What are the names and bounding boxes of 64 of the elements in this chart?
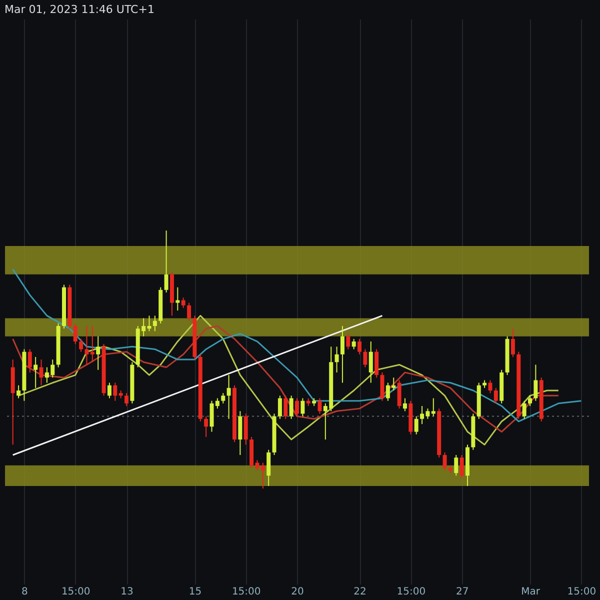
candlestick	[454, 454, 458, 476]
candlestick	[374, 348, 379, 378]
candlestick	[431, 398, 436, 417]
candlestick	[442, 452, 447, 471]
candlestick	[346, 333, 350, 350]
candlestick	[39, 359, 44, 386]
x-tick-label: 20	[291, 586, 304, 598]
candlestick	[380, 372, 384, 402]
candlestick	[300, 398, 305, 417]
x-tick-label: 15	[188, 586, 202, 598]
candlestick	[16, 384, 21, 399]
candlestick	[284, 395, 288, 420]
candlestick	[113, 382, 118, 402]
x-tick-label: 15:00	[396, 586, 426, 598]
candlestick	[152, 315, 157, 332]
candlestick	[352, 338, 356, 350]
candlestick	[73, 322, 78, 345]
x-tick-label: 15:00	[61, 586, 90, 598]
candlestick	[414, 416, 418, 435]
candlestick	[96, 336, 100, 370]
candlestick	[494, 387, 498, 404]
candlestick	[266, 449, 271, 486]
candlestick	[164, 230, 168, 293]
x-tick-label: 27	[456, 586, 469, 598]
x-tick-label: 15:00	[232, 586, 261, 598]
candlestick	[34, 356, 38, 388]
candlestick	[488, 380, 492, 394]
candlestick	[260, 462, 265, 490]
candlestick	[318, 398, 322, 414]
candlestick	[238, 410, 242, 456]
candlestick	[334, 346, 339, 373]
candlestick	[295, 398, 299, 417]
candlestick	[358, 338, 362, 355]
candlestick	[204, 416, 208, 438]
candlestick	[221, 392, 226, 404]
x-tick-label: 15:00	[567, 586, 596, 598]
candlestick	[402, 398, 407, 412]
candlestick	[28, 348, 32, 373]
candlestick	[510, 328, 515, 358]
chart-title: Mar 01, 2023 11:46 UTC+1	[4, 3, 154, 16]
x-tick-label: 22	[354, 586, 366, 598]
x-tick-label: 8	[22, 586, 28, 598]
candlestick	[84, 326, 89, 366]
candlestick	[181, 297, 186, 308]
candlestick	[528, 395, 532, 406]
candlestick	[278, 395, 282, 420]
candlestick	[289, 395, 294, 420]
candlestick	[522, 400, 526, 420]
x-tick-label: 13	[120, 586, 134, 598]
candlestick	[368, 340, 373, 384]
candlestick	[226, 374, 231, 420]
candlestick	[107, 382, 112, 399]
candlestick	[244, 413, 248, 446]
candlestick	[176, 286, 180, 312]
candlestick	[187, 302, 192, 322]
x-tick-label: Mar	[521, 586, 541, 598]
candlestick	[534, 364, 538, 402]
candlestick	[90, 326, 94, 363]
candlestick	[460, 454, 464, 479]
candlestick	[397, 380, 402, 410]
candlestick	[363, 348, 368, 368]
candlestick	[340, 326, 344, 384]
candlestick	[124, 392, 129, 406]
candlestick	[79, 338, 84, 352]
